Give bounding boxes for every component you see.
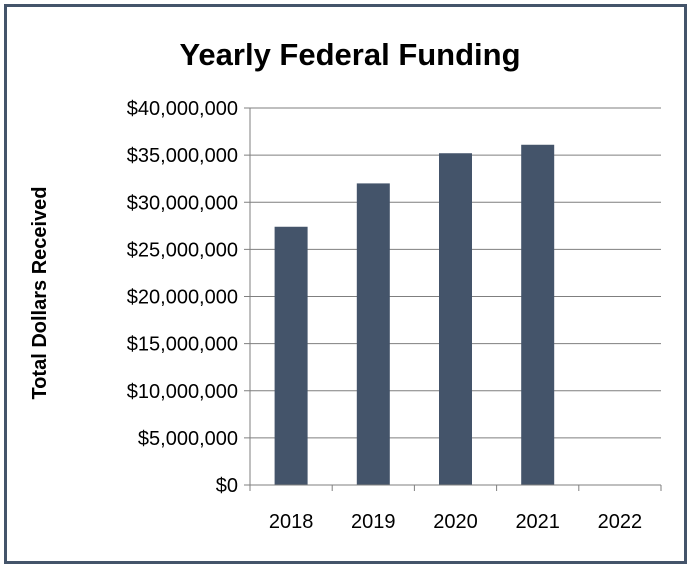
y-tick-label: $35,000,000 xyxy=(127,145,238,167)
y-tick-label: $25,000,000 xyxy=(127,239,238,261)
chart: Yearly Federal Funding Total Dollars Rec… xyxy=(29,37,662,533)
chart-frame xyxy=(4,4,687,564)
y-tick-label: $0 xyxy=(216,475,238,497)
bar-2018 xyxy=(274,226,308,485)
x-tick-label: 2022 xyxy=(598,511,643,533)
chart-title: Yearly Federal Funding xyxy=(179,37,520,72)
x-tick-labels: 2018 2019 2020 2021 2022 xyxy=(269,511,642,533)
bar-2019 xyxy=(356,183,390,485)
x-tick-label: 2020 xyxy=(433,511,478,533)
x-tick-label: 2018 xyxy=(269,511,314,533)
x-tick-label: 2019 xyxy=(351,511,396,533)
y-axis-label: Total Dollars Received xyxy=(29,186,51,399)
y-tick-labels: $0 $5,000,000 $10,000,000 $15,000,000 $20,00… xyxy=(127,98,238,497)
y-tick-label: $20,000,000 xyxy=(127,287,238,309)
bar-2021 xyxy=(521,144,555,485)
y-tick-label: $40,000,000 xyxy=(127,98,238,120)
y-tick-label: $15,000,000 xyxy=(127,334,238,356)
y-tick-label: $30,000,000 xyxy=(127,192,238,214)
x-tick-label: 2021 xyxy=(515,511,560,533)
y-tick-label: $10,000,000 xyxy=(127,381,238,403)
bars xyxy=(274,144,555,486)
bar-2020 xyxy=(439,153,472,486)
axes xyxy=(244,107,662,491)
y-tick-label: $5,000,000 xyxy=(138,428,238,450)
